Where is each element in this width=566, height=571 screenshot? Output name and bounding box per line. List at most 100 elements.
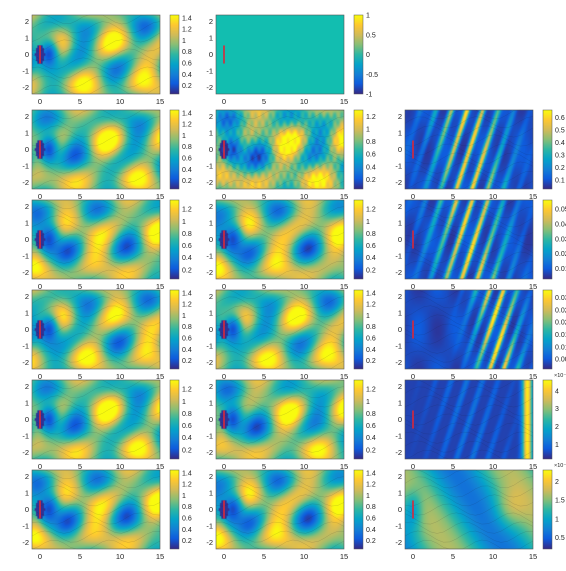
plot-frame: [404, 469, 534, 550]
x-tick-label: 0: [38, 552, 42, 561]
colorbar-tick-label: 0.6: [182, 60, 192, 67]
x-tick-label: 10: [300, 282, 308, 291]
contour-line: [31, 323, 161, 336]
y-tick-label: 0: [398, 325, 402, 334]
contour-line: [404, 521, 534, 534]
heatmap-image: [405, 470, 533, 549]
colorbar-tick-label: 1.2: [366, 207, 376, 214]
x-tick-label: 15: [529, 462, 537, 471]
colorbar-tick-label: 0.005: [555, 357, 566, 364]
y-tick-label: -2: [22, 268, 29, 277]
colorbar: [543, 110, 552, 189]
plot-frame: [31, 199, 161, 280]
y-tick-label: 1: [398, 309, 402, 318]
contour-line: [404, 332, 534, 345]
plot-frame: [404, 289, 534, 370]
colorbar-tick-label: 0.6: [182, 423, 192, 430]
contour-line: [215, 116, 345, 129]
contour-line: [215, 134, 345, 147]
contour-line: [31, 75, 160, 88]
colorbar: [170, 380, 179, 459]
heatmap-image: [32, 200, 160, 279]
contour-line: [31, 39, 161, 52]
colorbar: [543, 200, 552, 279]
colorbar-tick-label: 0.4: [555, 140, 565, 147]
contour-line: [31, 485, 161, 498]
colorbar: [354, 470, 363, 549]
colorbar-tick-label: 3: [555, 406, 559, 413]
contour-line: [404, 170, 533, 183]
x-tick-label: 5: [78, 372, 82, 381]
x-tick-label: 5: [262, 97, 266, 106]
y-tick-label: 2: [398, 292, 402, 301]
y-tick-label: 1: [209, 309, 213, 318]
contour-line: [215, 530, 344, 543]
colorbar-multiplier: ×10⁻³: [554, 373, 566, 379]
heatmap-image: [216, 380, 344, 459]
x-tick-label: 0: [38, 462, 42, 471]
heatmap-image: [32, 470, 160, 549]
contour-line: [215, 143, 345, 156]
x-tick-label: 15: [340, 552, 348, 561]
colorbar-tick-label: 0.6: [366, 152, 376, 159]
colorbar-tick-label: 1: [182, 313, 186, 320]
contour-line: [404, 404, 534, 417]
x-tick-label: 0: [222, 372, 226, 381]
colorbar-tick-label: 1: [555, 516, 559, 523]
contour-line: [215, 260, 344, 273]
contour-line: [404, 395, 534, 408]
contour-line: [31, 161, 161, 174]
y-tick-label: 2: [25, 382, 29, 391]
colorbar-tick-label: 1: [366, 219, 370, 226]
y-tick-label: -2: [395, 358, 402, 367]
colorbar-frame: [169, 289, 180, 370]
y-tick-label: 0: [398, 415, 402, 424]
colorbar-tick-label: 0.8: [182, 411, 192, 418]
contour-line: [31, 206, 161, 219]
colorbar-tick-label: 0.8: [366, 324, 376, 331]
heatmap-image: [216, 290, 344, 369]
contour-line: [31, 440, 160, 453]
y-tick-label: -2: [395, 178, 402, 187]
heatmap-image: [32, 15, 160, 94]
heatmap-image: [405, 200, 533, 279]
colorbar-tick-label: 1.5: [555, 498, 565, 505]
y-tick-label: -2: [206, 538, 213, 547]
contour-line: [31, 386, 161, 399]
colorbar-tick-label: 0.2: [182, 178, 192, 185]
contour-line: [404, 530, 533, 543]
contour-line: [31, 233, 161, 246]
heatmap-image: [32, 380, 160, 459]
y-tick-label: -1: [206, 251, 213, 260]
x-tick-label: 10: [116, 462, 124, 471]
contour-line: [215, 251, 345, 264]
x-tick-label: 0: [222, 462, 226, 471]
contour-line: [31, 242, 161, 255]
colorbar-frame: [353, 379, 364, 460]
y-tick-label: -1: [206, 161, 213, 170]
plot-frame: [215, 289, 345, 370]
contour-line: [31, 350, 160, 363]
colorbar: [170, 110, 179, 189]
colorbar-frame: [353, 289, 364, 370]
contour-line: [31, 521, 161, 534]
y-tick-label: 2: [25, 112, 29, 121]
contour-line: [215, 431, 345, 444]
colorbar-tick-label: 0.8: [182, 144, 192, 151]
colorbar-frame: [169, 379, 180, 460]
colorbar-tick-label: 0.4: [182, 255, 192, 262]
colorbar: [354, 15, 363, 94]
contour-line: [31, 152, 161, 165]
y-tick-label: 0: [25, 505, 29, 514]
contour-line: [215, 485, 345, 498]
y-tick-label: -1: [395, 161, 402, 170]
x-tick-label: 10: [300, 552, 308, 561]
y-tick-label: 1: [25, 34, 29, 43]
colorbar-tick-label: 0.8: [366, 231, 376, 238]
